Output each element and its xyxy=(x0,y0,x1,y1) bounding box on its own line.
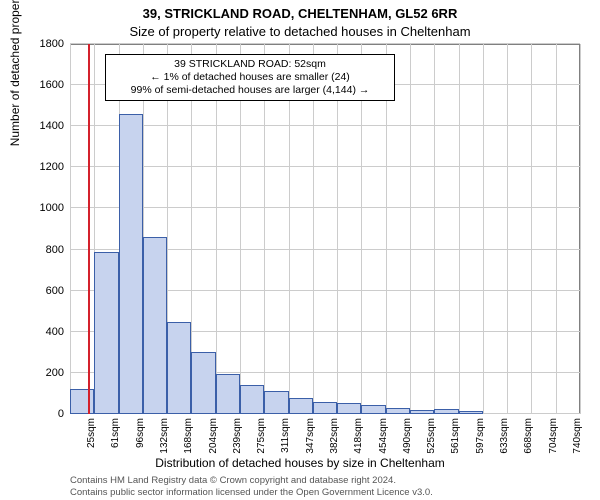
histogram-bar xyxy=(191,352,215,414)
y-tick-label: 600 xyxy=(14,285,64,297)
footer-copyright-2: Contains public sector information licen… xyxy=(70,487,433,498)
x-tick-label: 311sqm xyxy=(280,418,291,458)
x-tick-label: 168sqm xyxy=(183,418,194,458)
histogram-bar xyxy=(313,402,337,414)
gridline-v xyxy=(580,44,581,414)
x-tick-label: 347sqm xyxy=(305,418,316,458)
gridline-v xyxy=(410,44,411,414)
x-tick-label: 204sqm xyxy=(208,418,219,458)
histogram-bar xyxy=(119,114,143,414)
y-tick-label: 1400 xyxy=(14,120,64,132)
histogram-bar xyxy=(434,409,458,414)
x-tick-label: 561sqm xyxy=(450,418,461,458)
x-tick-label: 704sqm xyxy=(548,418,559,458)
gridline-h xyxy=(70,125,580,126)
property-marker-line xyxy=(88,44,90,414)
gridline-h xyxy=(70,166,580,167)
histogram-bar xyxy=(70,389,94,414)
histogram-bar xyxy=(361,405,385,414)
x-tick-label: 740sqm xyxy=(572,418,583,458)
chart-title-address: 39, STRICKLAND ROAD, CHELTENHAM, GL52 6R… xyxy=(0,6,600,21)
y-tick-label: 1200 xyxy=(14,161,64,173)
chart-subtitle: Size of property relative to detached ho… xyxy=(0,24,600,39)
gridline-v xyxy=(531,44,532,414)
x-tick-label: 633sqm xyxy=(499,418,510,458)
y-tick-label: 1600 xyxy=(14,79,64,91)
x-tick-label: 96sqm xyxy=(135,418,146,458)
annotation-line1: 39 STRICKLAND ROAD: 52sqm xyxy=(112,58,388,71)
x-axis-title: Distribution of detached houses by size … xyxy=(0,456,600,470)
x-tick-label: 597sqm xyxy=(475,418,486,458)
footer-copyright-1: Contains HM Land Registry data © Crown c… xyxy=(70,475,396,486)
x-tick-label: 418sqm xyxy=(353,418,364,458)
histogram-bar xyxy=(386,408,410,414)
histogram-bar xyxy=(216,374,240,414)
annotation-line2: ← 1% of detached houses are smaller (24) xyxy=(112,71,388,84)
gridline-v xyxy=(507,44,508,414)
x-tick-label: 668sqm xyxy=(523,418,534,458)
y-tick-label: 400 xyxy=(14,326,64,338)
gridline-v xyxy=(459,44,460,414)
y-tick-label: 0 xyxy=(14,408,64,420)
chart-container: 39, STRICKLAND ROAD, CHELTENHAM, GL52 6R… xyxy=(0,0,600,500)
x-tick-label: 454sqm xyxy=(378,418,389,458)
y-tick-label: 1800 xyxy=(14,38,64,50)
histogram-bar xyxy=(240,385,264,414)
gridline-v xyxy=(556,44,557,414)
x-tick-label: 239sqm xyxy=(232,418,243,458)
histogram-bar xyxy=(459,411,483,414)
histogram-bar xyxy=(410,410,434,414)
histogram-bar xyxy=(289,398,313,414)
x-tick-label: 490sqm xyxy=(402,418,413,458)
x-tick-label: 525sqm xyxy=(426,418,437,458)
y-tick-label: 200 xyxy=(14,367,64,379)
annotation-box: 39 STRICKLAND ROAD: 52sqm ← 1% of detach… xyxy=(105,54,395,101)
annotation-line3: 99% of semi-detached houses are larger (… xyxy=(112,84,388,97)
histogram-bar xyxy=(337,403,361,414)
x-tick-label: 61sqm xyxy=(110,418,121,458)
gridline-v xyxy=(434,44,435,414)
gridline-v xyxy=(483,44,484,414)
y-tick-label: 1000 xyxy=(14,202,64,214)
gridline-h xyxy=(70,207,580,208)
x-tick-label: 132sqm xyxy=(159,418,170,458)
x-tick-label: 275sqm xyxy=(256,418,267,458)
y-tick-label: 800 xyxy=(14,244,64,256)
x-tick-label: 382sqm xyxy=(329,418,340,458)
histogram-bar xyxy=(143,237,167,414)
histogram-bar xyxy=(264,391,288,414)
gridline-v xyxy=(70,44,71,414)
histogram-bar xyxy=(94,252,118,414)
x-tick-label: 25sqm xyxy=(86,418,97,458)
histogram-bar xyxy=(167,322,191,415)
gridline-h xyxy=(70,43,580,44)
